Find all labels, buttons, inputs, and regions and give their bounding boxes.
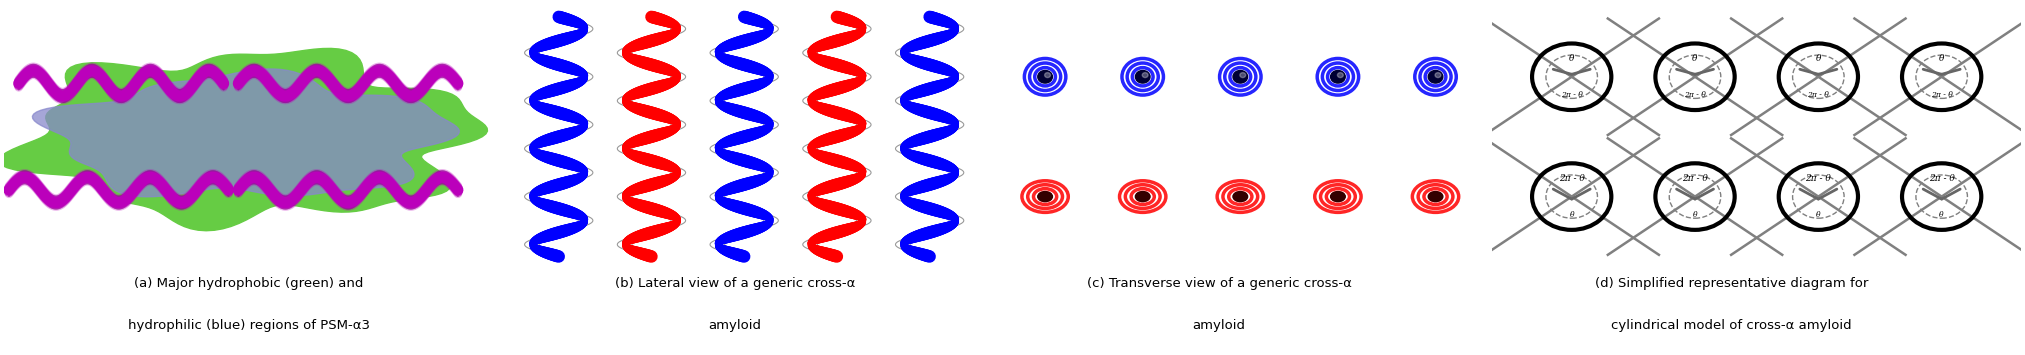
Text: 2π - θ: 2π - θ (1928, 174, 1954, 183)
Ellipse shape (1428, 192, 1444, 202)
Text: amyloid: amyloid (1193, 320, 1245, 333)
Ellipse shape (1436, 73, 1442, 78)
Text: θ: θ (1816, 211, 1820, 219)
Text: θ: θ (1940, 211, 1944, 219)
Text: 2π - θ: 2π - θ (1806, 174, 1831, 183)
Ellipse shape (1336, 73, 1343, 78)
Text: 2π - θ: 2π - θ (1683, 174, 1707, 183)
Ellipse shape (1136, 70, 1150, 83)
Text: θ: θ (1816, 54, 1820, 63)
Ellipse shape (1233, 192, 1247, 202)
Text: 2π - θ: 2π - θ (1808, 91, 1829, 99)
Text: θ: θ (1569, 211, 1573, 219)
Ellipse shape (1136, 192, 1150, 202)
Text: cylindrical model of cross-α amyloid: cylindrical model of cross-α amyloid (1612, 320, 1851, 333)
Text: θ: θ (1569, 54, 1573, 63)
Ellipse shape (1330, 192, 1345, 202)
Text: amyloid: amyloid (709, 320, 761, 333)
Text: (d) Simplified representative diagram for: (d) Simplified representative diagram fo… (1596, 277, 1867, 290)
Ellipse shape (1142, 73, 1148, 78)
Text: θ: θ (1940, 54, 1944, 63)
Text: hydrophilic (blue) regions of PSM-α3: hydrophilic (blue) regions of PSM-α3 (128, 320, 371, 333)
Text: θ: θ (1693, 54, 1697, 63)
Ellipse shape (1428, 70, 1444, 83)
Text: θ: θ (1693, 211, 1697, 219)
Text: 2π - θ: 2π - θ (1685, 91, 1705, 99)
Ellipse shape (1330, 70, 1345, 83)
Text: 2π - θ: 2π - θ (1561, 91, 1584, 99)
Ellipse shape (1233, 70, 1247, 83)
Text: (c) Transverse view of a generic cross-α: (c) Transverse view of a generic cross-α (1087, 277, 1351, 290)
Text: 2π - θ: 2π - θ (1930, 91, 1952, 99)
Ellipse shape (1045, 73, 1051, 78)
Ellipse shape (1239, 73, 1245, 78)
Ellipse shape (1037, 192, 1053, 202)
Text: 2π - θ: 2π - θ (1559, 174, 1586, 183)
Ellipse shape (1037, 70, 1053, 83)
Text: (b) Lateral view of a generic cross-α: (b) Lateral view of a generic cross-α (616, 277, 855, 290)
Polygon shape (32, 69, 460, 197)
Polygon shape (0, 48, 488, 231)
Text: (a) Major hydrophobic (green) and: (a) Major hydrophobic (green) and (134, 277, 364, 290)
